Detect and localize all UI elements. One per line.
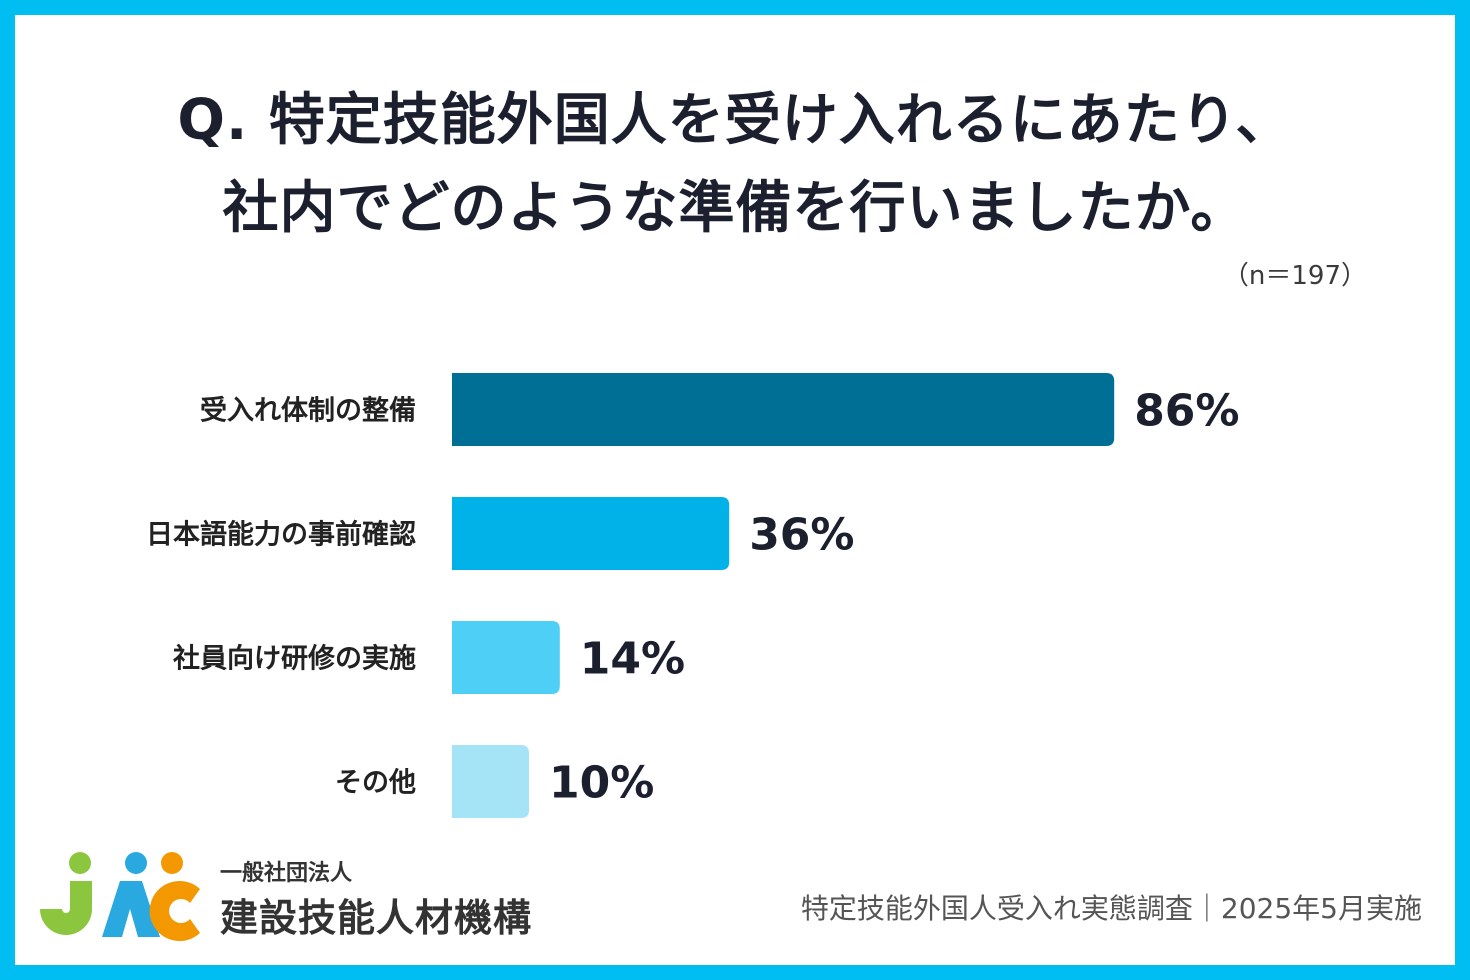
- question-title-line1: Q. 特定技能外国人を受け入れるにあたり、: [177, 88, 1293, 153]
- value-label: 36%: [749, 510, 854, 561]
- bar: [452, 745, 529, 818]
- value-label: 10%: [549, 758, 654, 809]
- organization-logo: 一般社団法人 建設技能人材機構: [40, 845, 540, 945]
- value-label: 14%: [580, 634, 685, 685]
- value-label: 86%: [1134, 386, 1239, 437]
- question-title-line2: 社内でどのような準備を行いましたか。: [222, 176, 1248, 241]
- bar: [452, 621, 560, 694]
- bar: [452, 497, 730, 570]
- category-label: 日本語能力の事前確認: [146, 519, 416, 551]
- survey-card: Q. 特定技能外国人を受け入れるにあたり、 社内でどのような準備を行いましたか。…: [15, 15, 1455, 965]
- survey-source: 特定技能外国人受入れ実態調査｜2025年5月実施: [800, 892, 1422, 925]
- bar: [452, 373, 1115, 446]
- bar-chart: 受入れ体制の整備 86% 日本語能力の事前確認 36% 社員向け研修の実施 14% その他 1…: [146, 373, 1240, 818]
- jac-logo-icon: [40, 852, 200, 941]
- logo-org-type: 一般社団法人: [220, 861, 353, 886]
- logo-org-name: 建設技能人材機構: [220, 896, 533, 940]
- question-title: Q. 特定技能外国人を受け入れるにあたり、 社内でどのような準備を行いましたか。: [15, 77, 1455, 253]
- category-label: 社員向け研修の実施: [173, 643, 416, 675]
- category-label: 受入れ体制の整備: [200, 395, 416, 427]
- sample-size-note: （n＝197）: [1222, 261, 1367, 291]
- category-label: その他: [335, 768, 416, 799]
